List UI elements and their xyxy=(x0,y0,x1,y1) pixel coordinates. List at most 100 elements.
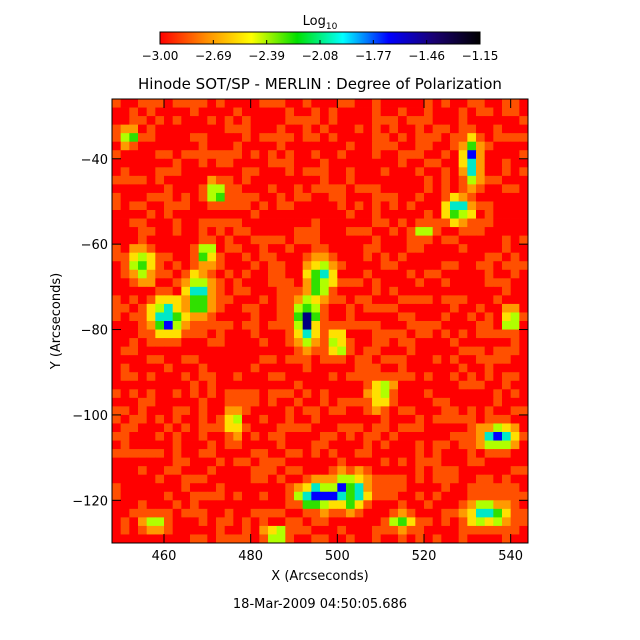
heatmap-cell xyxy=(450,389,460,399)
heatmap-cell xyxy=(432,457,442,467)
heatmap-cell xyxy=(406,201,416,211)
heatmap-cell xyxy=(424,397,434,407)
heatmap-cell xyxy=(415,167,425,177)
heatmap-cell xyxy=(138,525,148,535)
heatmap-cell xyxy=(510,192,520,202)
heatmap-cell xyxy=(337,329,347,339)
heatmap-cell xyxy=(285,440,295,450)
heatmap-cell xyxy=(502,312,512,322)
heatmap-cell xyxy=(484,380,494,390)
heatmap-cell xyxy=(285,252,295,262)
colorbar-tick-label: −1.46 xyxy=(408,49,445,63)
heatmap-cell xyxy=(415,244,425,254)
heatmap-cell xyxy=(476,346,486,356)
heatmap-cell xyxy=(346,483,356,493)
heatmap-cell xyxy=(207,363,217,373)
heatmap-cell xyxy=(224,295,234,305)
heatmap-cell xyxy=(476,414,486,424)
heatmap-cell xyxy=(354,491,364,501)
chart-title: Hinode SOT/SP - MERLIN : Degree of Polar… xyxy=(138,75,502,93)
heatmap-cell xyxy=(354,286,364,296)
heatmap-cell xyxy=(233,483,243,493)
heatmap-cell xyxy=(389,338,399,348)
heatmap-cell xyxy=(320,321,330,330)
heatmap-cell xyxy=(476,432,486,441)
heatmap-cell xyxy=(302,286,312,296)
heatmap-cell xyxy=(363,466,373,476)
heatmap-cell xyxy=(112,269,122,279)
heatmap-cell xyxy=(198,517,208,527)
heatmap-cell xyxy=(233,363,243,373)
heatmap-cell xyxy=(112,372,122,382)
heatmap-cell xyxy=(172,150,182,160)
heatmap-cell xyxy=(172,406,182,416)
heatmap-cell xyxy=(302,244,312,254)
heatmap-cell xyxy=(146,201,156,211)
heatmap-cell xyxy=(493,175,503,185)
heatmap-cell xyxy=(216,141,226,151)
heatmap-cell xyxy=(129,184,139,194)
heatmap-cell xyxy=(493,99,503,108)
heatmap-cell xyxy=(441,500,451,510)
heatmap-cell xyxy=(441,423,451,433)
heatmap-cell xyxy=(346,355,356,365)
heatmap-cell xyxy=(285,133,295,143)
heatmap-cell xyxy=(432,133,442,143)
heatmap-cell xyxy=(398,269,408,279)
heatmap-cell xyxy=(129,261,139,271)
heatmap-cell xyxy=(320,99,330,108)
heatmap-cell xyxy=(276,346,286,356)
heatmap-cell xyxy=(458,252,468,262)
heatmap-cell xyxy=(320,261,330,271)
heatmap-cell xyxy=(389,252,399,262)
heatmap-cell xyxy=(120,414,130,424)
heatmap-cell xyxy=(172,355,182,365)
heatmap-cell xyxy=(311,133,321,143)
heatmap-cell xyxy=(112,150,122,160)
heatmap-cell xyxy=(493,184,503,194)
heatmap-cell xyxy=(337,321,347,330)
heatmap-cell xyxy=(233,397,243,407)
heatmap-cell xyxy=(372,449,382,459)
heatmap-cell xyxy=(458,210,468,219)
heatmap-cell xyxy=(380,286,390,296)
heatmap-cell xyxy=(216,210,226,219)
heatmap-cell xyxy=(458,329,468,339)
heatmap-cell xyxy=(207,517,217,527)
heatmap-cell xyxy=(519,269,529,279)
heatmap-cell xyxy=(302,133,312,143)
heatmap-cell xyxy=(467,397,477,407)
heatmap-cell xyxy=(276,261,286,271)
heatmap-cell xyxy=(415,107,425,117)
heatmap-cell xyxy=(112,261,122,271)
heatmap-cell xyxy=(354,346,364,356)
heatmap-cell xyxy=(467,355,477,365)
heatmap-cell xyxy=(493,517,503,527)
heatmap-cell xyxy=(502,491,512,501)
heatmap-cell xyxy=(224,269,234,279)
heatmap-cell xyxy=(181,372,191,382)
heatmap-cell xyxy=(250,508,260,518)
heatmap-cell xyxy=(172,432,182,441)
heatmap-cell xyxy=(389,440,399,450)
heatmap-cell xyxy=(510,124,520,134)
heatmap-cell xyxy=(242,141,252,151)
heatmap-cell xyxy=(415,184,425,194)
heatmap-cell xyxy=(502,107,512,117)
heatmap-cell xyxy=(493,321,503,330)
heatmap-cell xyxy=(120,508,130,518)
heatmap-cell xyxy=(372,278,382,288)
heatmap-cell xyxy=(311,500,321,510)
heatmap-cell xyxy=(372,380,382,390)
heatmap-cell xyxy=(510,116,520,126)
heatmap-cell xyxy=(346,457,356,467)
heatmap-cell xyxy=(120,295,130,305)
heatmap-cell xyxy=(198,235,208,245)
heatmap-cell xyxy=(242,321,252,330)
heatmap-cell xyxy=(294,158,304,168)
heatmap-cell xyxy=(441,321,451,330)
heatmap-cell xyxy=(328,372,338,382)
heatmap-cell xyxy=(458,346,468,356)
heatmap-cell xyxy=(242,124,252,134)
heatmap-cell xyxy=(294,133,304,143)
